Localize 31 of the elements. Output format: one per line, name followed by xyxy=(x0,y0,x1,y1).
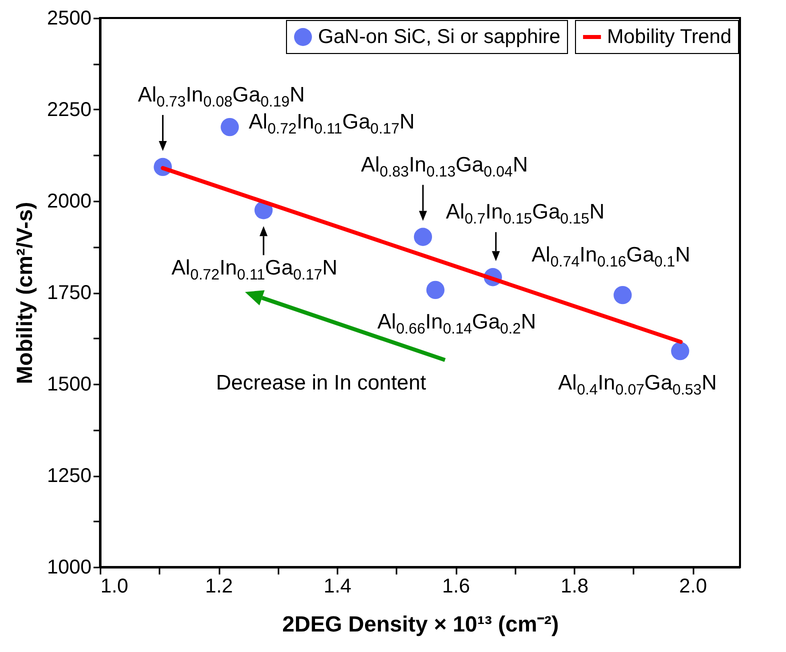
point xyxy=(671,342,690,360)
legend-label: GaN-on SiC, Si or sapphire xyxy=(318,26,560,48)
x-tick-label: 1.6 xyxy=(442,576,470,598)
legend-label: Mobility Trend xyxy=(607,26,732,48)
y-tick-label: 1750 xyxy=(47,282,92,304)
annotation: Al$_{0.7}$In$_{0.15}$Ga$_{0.15}$N xyxy=(446,200,605,228)
y-tick-label: 2250 xyxy=(47,99,92,121)
annotation: Al$_{0.66}$In$_{0.14}$Ga$_{0.2}$N xyxy=(377,310,536,338)
y-tick-label: 1000 xyxy=(47,556,92,578)
point xyxy=(220,118,239,136)
y-axis-title: Mobility (cm²/V-s) xyxy=(12,202,38,384)
y-tick-label: 2500 xyxy=(47,8,92,30)
annotation: Decrease in In content xyxy=(216,372,426,394)
x-tick-label: 1.4 xyxy=(324,576,352,598)
point xyxy=(426,280,444,300)
x-axis-title: 2DEG Density × 10¹³ (cm⁻²) xyxy=(282,612,559,636)
annotation: Al$_{0.4}$In$_{0.07}$Ga$_{0.53}$N xyxy=(558,372,717,399)
annotation: Al$_{0.83}$In$_{0.13}$Ga$_{0.04}$N xyxy=(360,153,528,180)
y-tick-label: 2000 xyxy=(47,190,92,212)
annotation: Al$_{0.72}$In$_{0.11}$Ga$_{0.17}$N xyxy=(248,110,415,138)
x-tick-label: 1.2 xyxy=(205,576,233,598)
x-tick-label: 1.8 xyxy=(560,576,588,598)
y-tick-label: 1250 xyxy=(47,465,92,487)
x-tick-label: 1.0 xyxy=(100,576,128,598)
annotation: Al$_{0.73}$In$_{0.08}$Ga$_{0.19}$N xyxy=(138,83,305,110)
x-tick-label: 2.0 xyxy=(679,576,707,598)
point xyxy=(414,228,432,246)
point xyxy=(614,286,632,304)
y-tick-label: 1500 xyxy=(47,374,92,396)
annotation: Al$_{0.72}$In$_{0.11}$Ga$_{0.17}$N xyxy=(172,256,338,284)
annotation: Al$_{0.74}$In$_{0.16}$Ga$_{0.1}$N xyxy=(532,244,690,271)
